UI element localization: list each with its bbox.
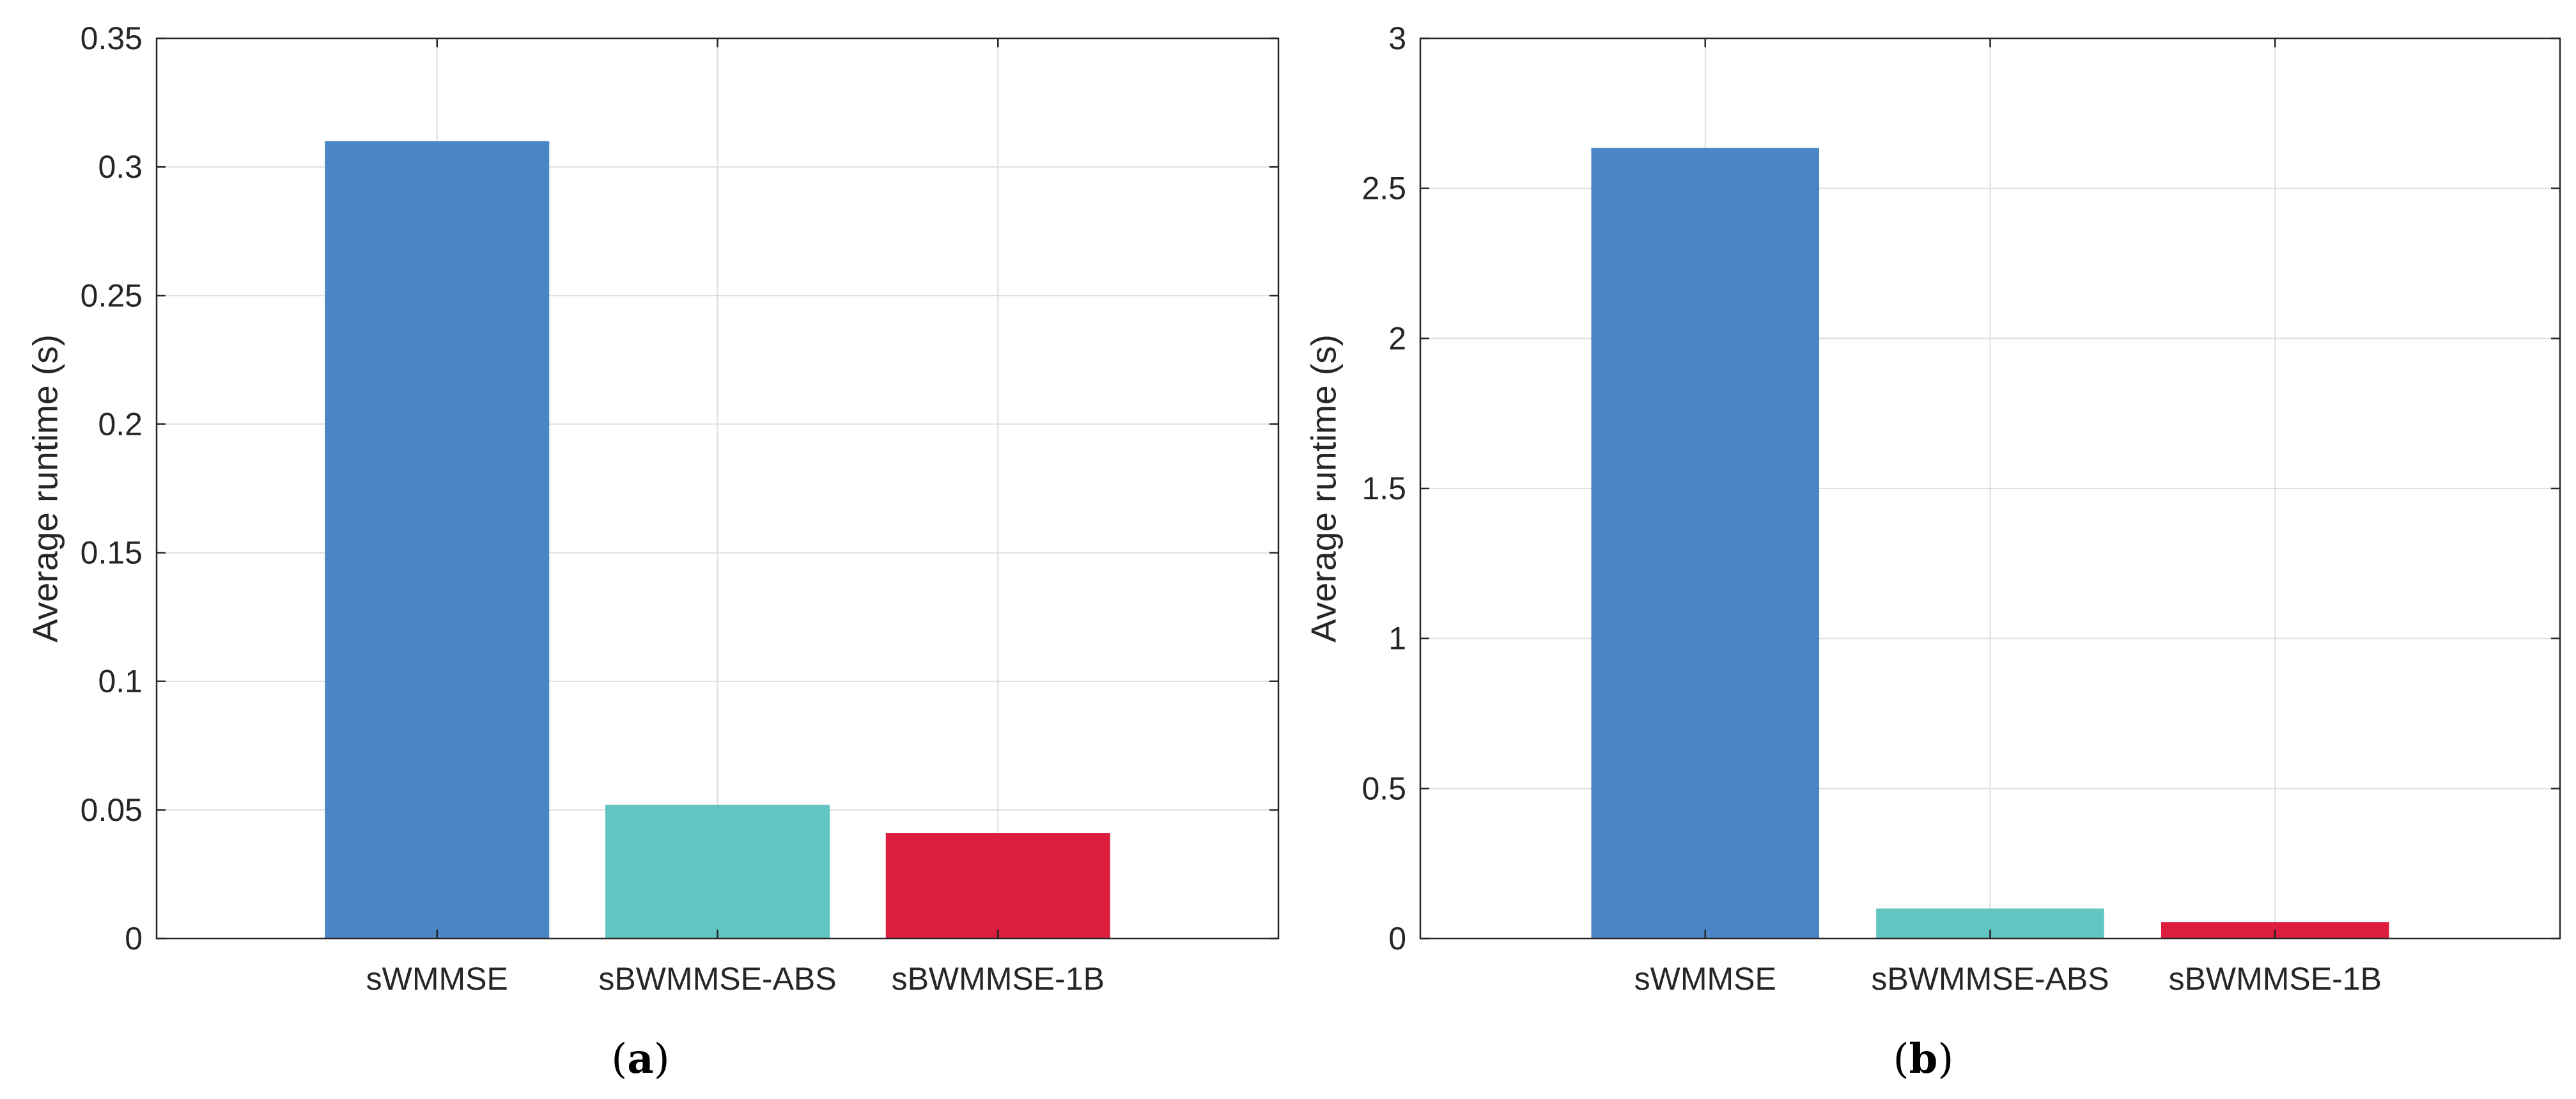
bar-sbwmmse-abs	[605, 804, 830, 939]
y-tick-label: 0	[125, 921, 143, 956]
y-tick-label: 1	[1388, 621, 1406, 657]
x-tick-label: sBWMMSE-1B	[2169, 961, 2382, 997]
y-axis-label: Average runtime (s)	[1303, 334, 1343, 643]
y-tick-label: 0.35	[81, 20, 143, 56]
y-tick-label: 0.15	[81, 535, 143, 571]
bar-swmmse	[1591, 148, 1820, 939]
y-tick-label: 3	[1388, 20, 1406, 56]
chart-b: 0 0.5 1 1.5 2 2.5 3 sWMMSE sBWMMSE-ABS sBWMMSE-1B…	[1303, 20, 2561, 1083]
chart-a: 0 0.05 0.1 0.15 0.2 0.25 0.3 0.35 sWMMSE sBWMMSE-…	[25, 20, 1280, 1083]
y-tick-label: 1.5	[1362, 471, 1406, 506]
y-axis-label: Average runtime (s)	[25, 334, 65, 643]
bar-sbwmmse-1b	[885, 833, 1110, 939]
y-tick-label: 0.25	[81, 277, 143, 313]
y-tick-label: 2.5	[1362, 171, 1406, 207]
x-tick-label: sBWMMSE-1B	[892, 961, 1105, 997]
y-tick-label: 0.5	[1362, 770, 1406, 806]
x-tick-label: sBWMMSE-ABS	[598, 961, 836, 997]
x-tick-label: sWMMSE	[1634, 961, 1776, 997]
bar-swmmse	[325, 141, 550, 939]
y-tick-label: 0	[1388, 921, 1406, 956]
x-tick-label: sWMMSE	[366, 961, 508, 997]
subfigure-caption: (b)	[1893, 1035, 1954, 1083]
y-tick-label: 0.3	[98, 149, 143, 185]
y-tick-label: 0.1	[98, 664, 143, 699]
y-tick-label: 0.05	[81, 792, 143, 828]
x-tick-label: sBWMMSE-ABS	[1871, 961, 2109, 997]
subfigure-caption: (a)	[611, 1035, 669, 1083]
y-tick-label: 2	[1388, 320, 1406, 356]
y-tick-label: 0.2	[98, 406, 143, 442]
